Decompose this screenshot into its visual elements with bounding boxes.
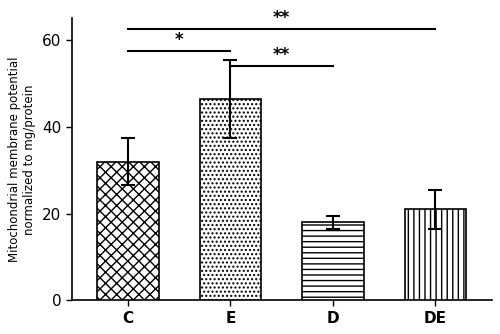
- Bar: [200, 99, 261, 300]
- Y-axis label: Mitochondrial membrane potential
normalized to mg/protein: Mitochondrial membrane potential normali…: [8, 56, 36, 262]
- Text: **: **: [273, 9, 290, 27]
- Bar: [404, 209, 466, 300]
- Bar: [98, 162, 159, 300]
- Bar: [302, 222, 364, 300]
- Text: *: *: [175, 31, 184, 49]
- Text: **: **: [273, 46, 290, 64]
